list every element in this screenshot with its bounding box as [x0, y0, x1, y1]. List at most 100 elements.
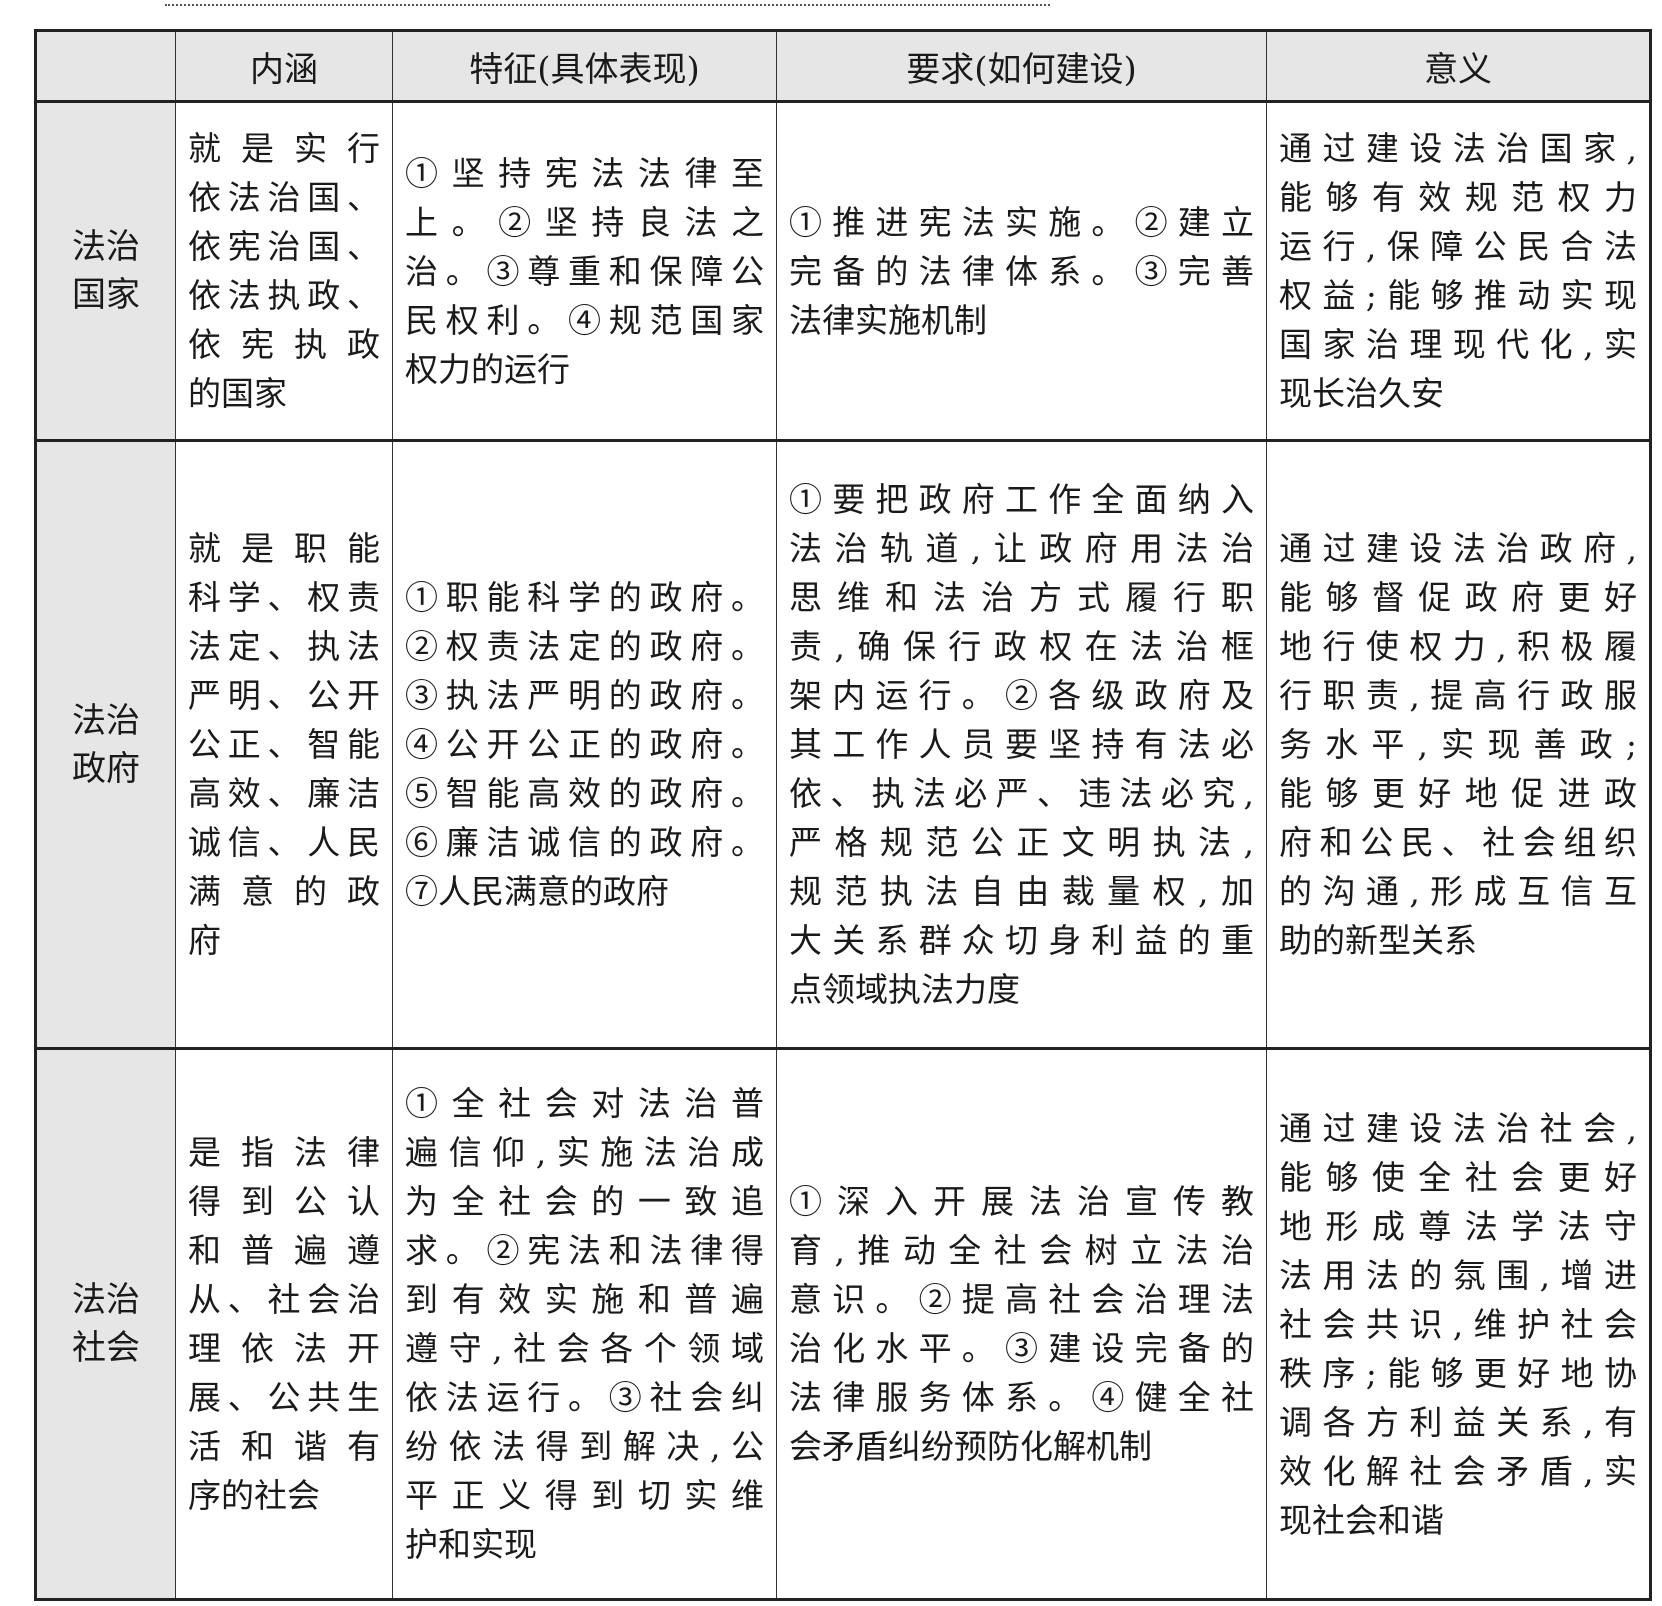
cell-text-line: 法律实施机制 — [789, 300, 987, 340]
cell-text-line: ①全社会对法治普 — [405, 1084, 764, 1123]
requirements-cell: ①推进宪法实施。②建立 完备的法律体系。③完善 法律实施机制 — [776, 101, 1267, 441]
cell-text-line: 府和公民、社会组织 — [1279, 823, 1637, 862]
cell-text-line: 秩序;能够更好地协 — [1279, 1353, 1637, 1393]
cell-text-line: ②权责法定的政府。 — [405, 627, 764, 666]
cell-text-line: ⑦人民满意的政府 — [405, 872, 669, 911]
cell-text-line: 依、执法必严、违法必究, — [789, 774, 1254, 813]
cell-text-line: 效化解社会矛盾,实 — [1279, 1451, 1637, 1491]
cell-text-line: 上。②坚持良法之 — [405, 202, 764, 242]
cell-text-line: 治。③尊重和保障公 — [405, 251, 764, 291]
cell-text-line: 到有效实施和普遍 — [405, 1280, 764, 1319]
cell-text-line: 社会共识,维护社会 — [1279, 1304, 1637, 1344]
header-features: 特征(具体表现) — [392, 30, 777, 102]
features-cell: ①坚持宪法法律至 上。②坚持良法之 治。③尊重和保障公 民权利。④规范国家 权力的运行 — [392, 101, 777, 441]
cell-text-line: 通过建设法治国家, — [1279, 129, 1637, 168]
cell-text-line: 法定、执法 — [188, 627, 380, 666]
cell-text-line: 调各方利益关系,有 — [1279, 1402, 1637, 1442]
cell-text-line: 公正、智能 — [188, 725, 380, 764]
cell-text-line: 法用法的氛围,增进 — [1279, 1255, 1637, 1295]
cell-text-line: 平正义得到切实维 — [405, 1476, 764, 1515]
row-label-line: 社会 — [72, 1328, 140, 1368]
cell-text-line: ①要把政府工作全面纳入 — [789, 480, 1254, 519]
cell-text-line: 行职责,提高行政服 — [1279, 676, 1637, 715]
cell-text-line: 依宪治国、 — [188, 227, 380, 266]
cell-text-line: 理依法开 — [188, 1329, 380, 1368]
cell-text-line: 的国家 — [188, 374, 287, 413]
cell-text-line: 依宪执政 — [188, 325, 380, 364]
cell-text-line: 依法运行。③社会纠 — [405, 1378, 764, 1417]
cell-text-line: ③执法严明的政府。 — [405, 676, 764, 715]
features-cell: ①全社会对法治普 遍信仰,实施法治成 为全社会的一致追 求。②宪法和法律得 到有效实施和… — [392, 1048, 777, 1600]
header-connotation: 内涵 — [175, 30, 393, 102]
cell-text-line: 纷依法得到解决,公 — [405, 1427, 764, 1466]
row-label-line: 法治 — [72, 1280, 140, 1320]
cell-text-line: 能够更好地促进政 — [1279, 774, 1637, 813]
cell-text-line: 法律服务体系。④健全社 — [789, 1378, 1254, 1417]
cell-text-line: 能够使全社会更好 — [1279, 1157, 1637, 1197]
header-corner — [35, 30, 176, 102]
cell-text-line: 就是职能 — [188, 529, 380, 568]
header-significance: 意义 — [1266, 30, 1651, 102]
significance-cell: 通过建设法治社会, 能够使全社会更好 地形成尊法学法守 法用法的氛围,增进 社会共识,维… — [1266, 1048, 1651, 1600]
cell-text-line: 其工作人员要坚持有法必 — [789, 725, 1254, 764]
cell-text-line: 的沟通,形成互信互 — [1279, 872, 1637, 911]
cell-text-line: 求。②宪法和法律得 — [405, 1231, 764, 1270]
cell-text-line: 为全社会的一致追 — [405, 1182, 764, 1221]
cell-text-line: 序的社会 — [188, 1476, 320, 1515]
cell-text-line: 完备的法律体系。③完善 — [789, 251, 1254, 291]
cell-text-line: 遍信仰,实施法治成 — [405, 1133, 764, 1172]
cell-text-line: ①坚持宪法法律至 — [405, 153, 764, 193]
row-label: 法治 社会 — [35, 1048, 176, 1600]
cell-text-line: 科学、权责 — [188, 578, 380, 617]
cell-text-line: 护和实现 — [405, 1525, 537, 1564]
cell-text-line: 能够有效规范权力 — [1279, 178, 1637, 217]
requirements-cell: ①要把政府工作全面纳入 法治轨道,让政府用法治 思维和法治方式履行职 责,确保行政权在… — [776, 440, 1267, 1049]
cell-text-line: ⑥廉洁诚信的政府。 — [405, 823, 764, 862]
cell-text-line: 大关系群众切身利益的重 — [789, 921, 1254, 960]
cell-text-line: 满意的政 — [188, 872, 380, 911]
cell-text-line: 法治轨道,让政府用法治 — [789, 529, 1254, 568]
connotation-cell: 是指法律 得到公认 和普遍遵 从、社会治 理依法开 展、公共生 活和谐有 序的社会 — [175, 1048, 393, 1600]
cell-text-line: 得到公认 — [188, 1182, 380, 1221]
cell-text-line: 能够督促政府更好 — [1279, 578, 1637, 617]
features-cell: ①职能科学的政府。 ②权责法定的政府。 ③执法严明的政府。 ④公开公正的政府。 ⑤智能高… — [392, 440, 777, 1049]
cell-text-line: 现长治久安 — [1279, 374, 1444, 413]
cell-text-line: ①推进宪法实施。②建立 — [789, 202, 1254, 242]
table-row: 法治 社会 是指法律 得到公认 和普遍遵 从、社会治 理依法开 展、公共生 活和谐有 序的社会 ①全… — [35, 1048, 1651, 1600]
cell-text-line: 思维和法治方式履行职 — [789, 578, 1254, 617]
cell-text-line: 是指法律 — [188, 1133, 380, 1172]
cell-text-line: 育,推动全社会树立法治 — [789, 1231, 1254, 1270]
row-label-line: 政府 — [72, 748, 140, 789]
cell-text-line: 务水平,实现善政; — [1279, 725, 1637, 764]
cell-text-line: ④公开公正的政府。 — [405, 725, 764, 764]
cell-text-line: 点领域执法力度 — [789, 970, 1020, 1009]
cell-text-line: 意识。②提高社会治理法 — [789, 1280, 1254, 1319]
cell-text-line: 和普遍遵 — [188, 1231, 380, 1270]
connotation-cell: 就是职能 科学、权责 法定、执法 严明、公开 公正、智能 高效、廉洁 诚信、人民 满意的政府 — [175, 440, 393, 1049]
cell-text-line: 权力的运行 — [405, 349, 570, 389]
cell-text-line: 就是实行 — [188, 129, 380, 168]
cell-text-line: 地行使权力,积极履 — [1279, 627, 1637, 666]
rule-of-law-table: 内涵 特征(具体表现) 要求(如何建设) 意义 法治 国家 就是实行 依法治国、 依宪治… — [34, 29, 1652, 1601]
cell-text-line: 通过建设法治政府, — [1279, 529, 1637, 568]
cell-text-line: 责,确保行政权在法治框 — [789, 627, 1254, 666]
connotation-cell: 就是实行依法治国、依宪治国、依法执政、依宪执政的国家 — [175, 101, 393, 441]
cell-text-line: 民权利。④规范国家 — [405, 300, 764, 340]
row-label: 法治 政府 — [35, 440, 176, 1049]
cell-text-line: ①深入开展法治宣传教 — [789, 1182, 1254, 1221]
cell-text-line: 依法治国、 — [188, 178, 380, 217]
cell-text-line: 规范执法自由裁量权,加 — [789, 872, 1254, 911]
cell-text-line: 地形成尊法学法守 — [1279, 1206, 1637, 1246]
cell-text-line: 诚信、人民 — [188, 823, 380, 862]
row-label-line: 国家 — [72, 275, 140, 315]
cell-text-line: 现社会和谐 — [1279, 1500, 1444, 1540]
significance-cell: 通过建设法治国家, 能够有效规范权力 运行,保障公民合法 权益;能够推动实现 国家治理现… — [1266, 101, 1651, 441]
cell-text-line: 依法执政、 — [188, 276, 380, 315]
cell-text-line: 国家治理现代化,实 — [1279, 325, 1637, 364]
table-row: 法治 政府 就是职能 科学、权责 法定、执法 严明、公开 公正、智能 高效、廉洁 诚信、人民 满意… — [35, 440, 1651, 1049]
table-row: 法治 国家 就是实行 依法治国、 依宪治国、 依法执政、 依宪执政 的国家 ①坚持宪法法律至 上。… — [35, 101, 1651, 441]
header-row: 内涵 特征(具体表现) 要求(如何建设) 意义 — [35, 30, 1651, 102]
cell-text-line: 治化水平。③建设完备的 — [789, 1329, 1254, 1368]
cell-text-line: 严格规范公正文明执法, — [789, 823, 1254, 862]
cell-text-line: 府 — [188, 921, 221, 960]
